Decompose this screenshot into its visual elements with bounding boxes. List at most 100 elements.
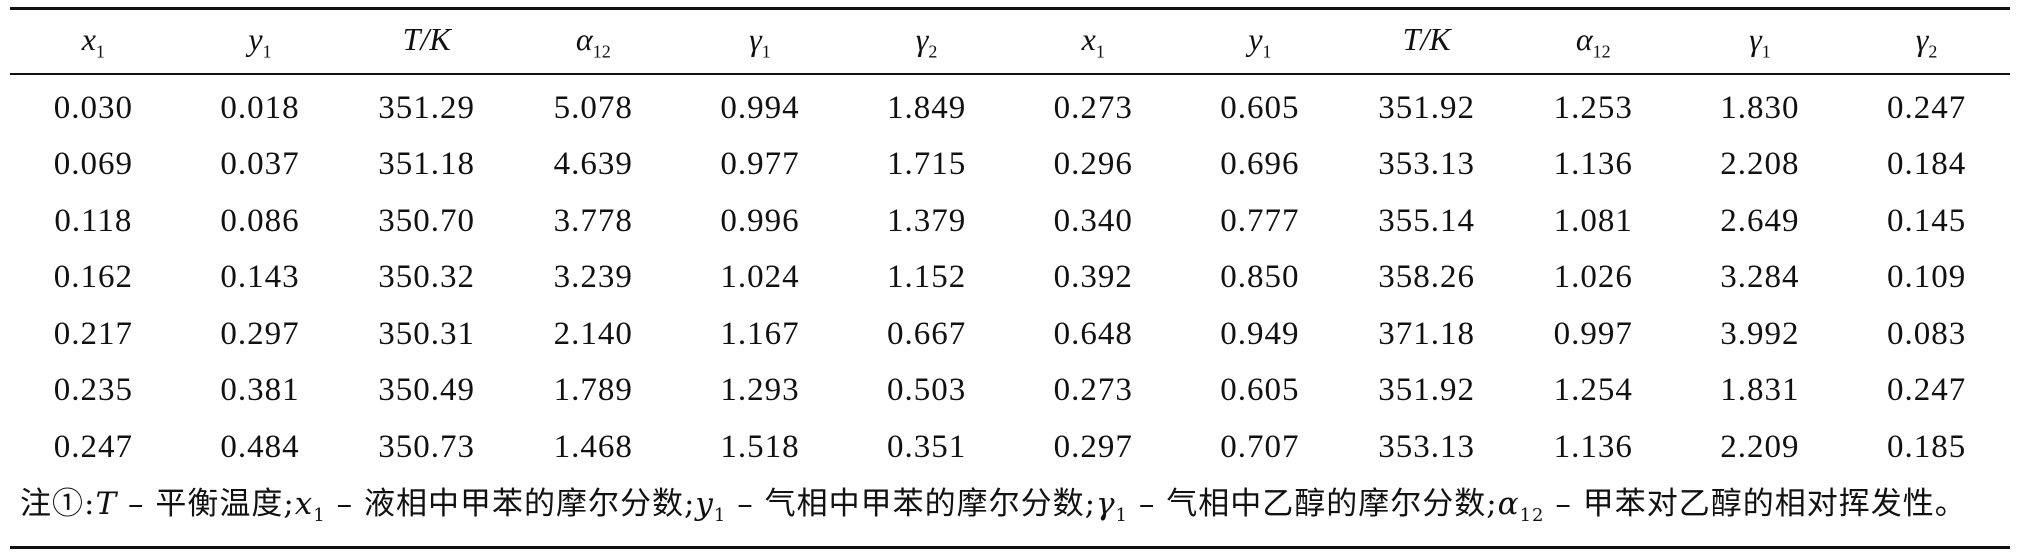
table-cell: 350.73 xyxy=(343,419,510,476)
table-row: 0.162 0.143 350.32 3.239 1.024 1.152 0.392 0.85… xyxy=(10,250,2010,307)
header-cell: γ2 xyxy=(1843,10,2010,73)
header-row: x1 y1 T/K α12 γ1 γ2 x1 y1 T/K α12 γ1 γ2 xyxy=(10,10,2010,73)
table-row: 0.030 0.018 351.29 5.078 0.994 1.849 0.273 0.60… xyxy=(10,75,2010,137)
header-cell: γ1 xyxy=(1677,10,1844,73)
table-cell: 1.830 xyxy=(1677,75,1844,137)
table-cell: 0.037 xyxy=(177,137,344,194)
table-row: 0.069 0.037 351.18 4.639 0.977 1.715 0.296 0.69… xyxy=(10,137,2010,194)
table-cell: 3.239 xyxy=(510,250,677,307)
table-cell: 0.145 xyxy=(1843,193,2010,250)
table-cell: 0.707 xyxy=(1177,419,1344,476)
header-cell: x1 xyxy=(1010,10,1177,73)
table-footnote: 注①:T – 平衡温度;x1 – 液相中甲苯的摩尔分数;y1 – 气相中甲苯的摩… xyxy=(10,476,2010,540)
table-cell: 0.247 xyxy=(10,419,177,476)
table-cell: 0.392 xyxy=(1010,250,1177,307)
header-cell: γ2 xyxy=(843,10,1010,73)
table-cell: 0.143 xyxy=(177,250,344,307)
header-cell: α12 xyxy=(1510,10,1677,73)
table-cell: 1.789 xyxy=(510,363,677,420)
table-cell: 0.109 xyxy=(1843,250,2010,307)
table-cell: 2.209 xyxy=(1677,419,1844,476)
table-cell: 0.648 xyxy=(1010,306,1177,363)
table-cell: 0.297 xyxy=(1010,419,1177,476)
table-row: 0.247 0.484 350.73 1.468 1.518 0.351 0.297 0.70… xyxy=(10,419,2010,476)
table-cell: 2.208 xyxy=(1677,137,1844,194)
table-row: 0.217 0.297 350.31 2.140 1.167 0.667 0.648 0.94… xyxy=(10,306,2010,363)
table-cell: 1.293 xyxy=(677,363,844,420)
header-cell: γ1 xyxy=(677,10,844,73)
header-cell: y1 xyxy=(1177,10,1344,73)
table-cell: 350.70 xyxy=(343,193,510,250)
table-cell: 353.13 xyxy=(1343,419,1510,476)
table-cell: 0.030 xyxy=(10,75,177,137)
table-cell: 1.024 xyxy=(677,250,844,307)
table-cell: 0.235 xyxy=(10,363,177,420)
table-cell: 0.994 xyxy=(677,75,844,137)
table-cell: 0.996 xyxy=(677,193,844,250)
table-cell: 0.605 xyxy=(1177,75,1344,137)
table-cell: 0.247 xyxy=(1843,75,2010,137)
table-cell: 1.136 xyxy=(1510,419,1677,476)
table-cell: 0.247 xyxy=(1843,363,2010,420)
table-cell: 355.14 xyxy=(1343,193,1510,250)
table-cell: 358.26 xyxy=(1343,250,1510,307)
table-cell: 351.92 xyxy=(1343,363,1510,420)
table-cell: 371.18 xyxy=(1343,306,1510,363)
table-cell: 1.081 xyxy=(1510,193,1677,250)
table-cell: 0.297 xyxy=(177,306,344,363)
table-cell: 0.184 xyxy=(1843,137,2010,194)
table-cell: 1.518 xyxy=(677,419,844,476)
table-cell: 353.13 xyxy=(1343,137,1510,194)
table-cell: 1.253 xyxy=(1510,75,1677,137)
table-cell: 4.639 xyxy=(510,137,677,194)
table-cell: 0.273 xyxy=(1010,363,1177,420)
table-cell: 0.777 xyxy=(1177,193,1344,250)
table-cell: 0.296 xyxy=(1010,137,1177,194)
table-body: 0.030 0.018 351.29 5.078 0.994 1.849 0.273 0.60… xyxy=(10,75,2010,476)
table-cell: 0.083 xyxy=(1843,306,2010,363)
table-cell: 350.32 xyxy=(343,250,510,307)
table-cell: 0.696 xyxy=(1177,137,1344,194)
table-cell: 0.381 xyxy=(177,363,344,420)
header-cell: T/K xyxy=(1343,10,1510,73)
vle-data-table: x1 y1 T/K α12 γ1 γ2 x1 y1 T/K α12 γ1 γ2 … xyxy=(10,10,2010,476)
table-cell: 1.152 xyxy=(843,250,1010,307)
table-cell: 0.118 xyxy=(10,193,177,250)
table-cell: 0.217 xyxy=(10,306,177,363)
table-cell: 0.018 xyxy=(177,75,344,137)
table-cell: 351.92 xyxy=(1343,75,1510,137)
table-cell: 0.273 xyxy=(1010,75,1177,137)
table-cell: 1.379 xyxy=(843,193,1010,250)
table-cell: 0.949 xyxy=(1177,306,1344,363)
table-cell: 1.026 xyxy=(1510,250,1677,307)
table-cell: 1.468 xyxy=(510,419,677,476)
header-cell: y1 xyxy=(177,10,344,73)
header-cell: α12 xyxy=(510,10,677,73)
table-cell: 351.29 xyxy=(343,75,510,137)
table-cell: 0.997 xyxy=(1510,306,1677,363)
table-cell: 0.069 xyxy=(10,137,177,194)
table-cell: 0.667 xyxy=(843,306,1010,363)
header-cell: T/K xyxy=(343,10,510,73)
table-cell: 1.831 xyxy=(1677,363,1844,420)
table-cell: 0.351 xyxy=(843,419,1010,476)
table-cell: 351.18 xyxy=(343,137,510,194)
table-cell: 0.850 xyxy=(1177,250,1344,307)
table-cell: 1.849 xyxy=(843,75,1010,137)
table-cell: 2.140 xyxy=(510,306,677,363)
table-cell: 3.992 xyxy=(1677,306,1844,363)
table-cell: 0.977 xyxy=(677,137,844,194)
table-cell: 0.162 xyxy=(10,250,177,307)
data-table-block: x1 y1 T/K α12 γ1 γ2 x1 y1 T/K α12 γ1 γ2 … xyxy=(10,7,2010,549)
table-cell: 1.136 xyxy=(1510,137,1677,194)
table-cell: 0.503 xyxy=(843,363,1010,420)
header-cell: x1 xyxy=(10,10,177,73)
table-cell: 0.086 xyxy=(177,193,344,250)
table-cell: 3.284 xyxy=(1677,250,1844,307)
table-cell: 0.340 xyxy=(1010,193,1177,250)
table-cell: 0.605 xyxy=(1177,363,1344,420)
table-cell: 5.078 xyxy=(510,75,677,137)
table-row: 0.118 0.086 350.70 3.778 0.996 1.379 0.340 0.77… xyxy=(10,193,2010,250)
table-cell: 0.185 xyxy=(1843,419,2010,476)
table-header: x1 y1 T/K α12 γ1 γ2 x1 y1 T/K α12 γ1 γ2 xyxy=(10,10,2010,75)
